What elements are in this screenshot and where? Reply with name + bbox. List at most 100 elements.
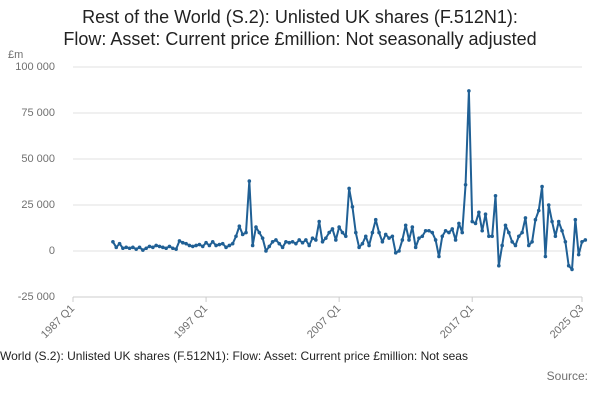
y-tick-label: 100 000 <box>15 61 55 73</box>
data-point <box>467 89 471 93</box>
data-point <box>141 248 145 252</box>
data-point <box>314 238 318 242</box>
data-point <box>250 243 255 248</box>
data-point <box>121 246 125 251</box>
data-point <box>513 243 518 248</box>
data-point <box>324 236 328 240</box>
y-unit: £m <box>8 49 23 61</box>
data-point <box>543 254 548 259</box>
data-point <box>570 267 574 272</box>
data-point <box>377 230 381 235</box>
data-point <box>260 236 265 240</box>
data-point <box>277 241 282 246</box>
data-point <box>230 241 235 246</box>
data-point <box>463 182 468 187</box>
data-point <box>270 240 275 244</box>
data-point <box>493 194 498 198</box>
data-point <box>357 245 361 250</box>
data-point <box>224 245 228 250</box>
data-point <box>500 243 504 248</box>
data-point <box>157 244 162 249</box>
data-point <box>447 230 451 235</box>
data-point <box>520 230 524 235</box>
data-point <box>370 230 375 235</box>
data-point <box>264 249 268 253</box>
y-tick-label: 0 <box>49 245 55 257</box>
data-point <box>340 230 345 235</box>
data-point <box>363 234 368 239</box>
data-point <box>114 245 119 250</box>
data-point <box>111 240 115 244</box>
data-point <box>137 245 142 250</box>
data-point <box>483 212 488 216</box>
data-point <box>187 243 192 248</box>
data-point <box>397 249 401 253</box>
x-tick-label: 2007 Q1 <box>305 303 343 341</box>
data-point <box>576 252 581 257</box>
data-point <box>254 225 258 229</box>
data-point <box>490 234 494 239</box>
data-point <box>503 223 508 228</box>
data-point <box>144 246 148 251</box>
data-point <box>117 241 122 246</box>
data-point <box>573 217 578 222</box>
data-point <box>530 240 534 244</box>
data-point <box>217 242 222 247</box>
data-point <box>536 208 541 213</box>
data-point <box>546 203 551 207</box>
data-point <box>440 234 445 239</box>
data-point <box>480 228 484 233</box>
data-point <box>556 219 561 224</box>
data-point <box>297 238 302 242</box>
data-point <box>550 219 554 224</box>
y-tick-label: -25 000 <box>18 291 55 303</box>
data-point <box>134 247 139 251</box>
data-point <box>267 244 272 249</box>
data-point <box>300 240 305 245</box>
data-point <box>307 243 312 248</box>
data-point <box>164 246 168 251</box>
y-tick-label: 75 000 <box>21 107 55 119</box>
data-point <box>174 247 178 251</box>
data-point <box>580 240 584 244</box>
data-point <box>470 219 475 224</box>
data-point <box>460 230 465 235</box>
data-point <box>327 230 331 235</box>
data-point <box>290 240 295 244</box>
data-point <box>400 238 405 242</box>
data-point <box>210 240 215 244</box>
data-point <box>353 230 358 235</box>
x-tick-label: 2017 Q1 <box>438 303 476 341</box>
data-point <box>151 245 155 250</box>
data-point <box>533 217 538 222</box>
data-point <box>390 234 395 239</box>
data-point <box>287 240 292 245</box>
data-point <box>380 240 385 244</box>
data-point <box>360 241 365 246</box>
data-point <box>383 232 388 237</box>
data-point <box>387 236 391 240</box>
data-point <box>410 225 415 229</box>
data-point <box>171 246 175 251</box>
data-point <box>294 241 298 246</box>
data-point <box>443 228 448 233</box>
x-tick-label: 1997 Q1 <box>172 303 210 341</box>
data-point <box>177 239 182 243</box>
data-point <box>167 244 172 249</box>
data-point <box>450 227 455 231</box>
data-point <box>227 243 232 248</box>
x-tick-label: 1987 Q1 <box>39 303 77 341</box>
data-point <box>200 244 205 249</box>
data-point <box>280 245 285 250</box>
data-point <box>334 238 338 242</box>
data-point <box>347 186 351 191</box>
data-point <box>127 246 132 251</box>
data-point <box>220 241 225 246</box>
data-point <box>393 251 398 255</box>
data-point <box>540 184 544 189</box>
data-point <box>403 223 408 228</box>
chart-title: Flow: Asset: Current price £million: Not… <box>63 29 536 49</box>
data-point <box>343 234 348 239</box>
data-point <box>523 216 528 220</box>
footnote: World (S.2): Unlisted UK shares (F.512N1… <box>0 349 468 363</box>
